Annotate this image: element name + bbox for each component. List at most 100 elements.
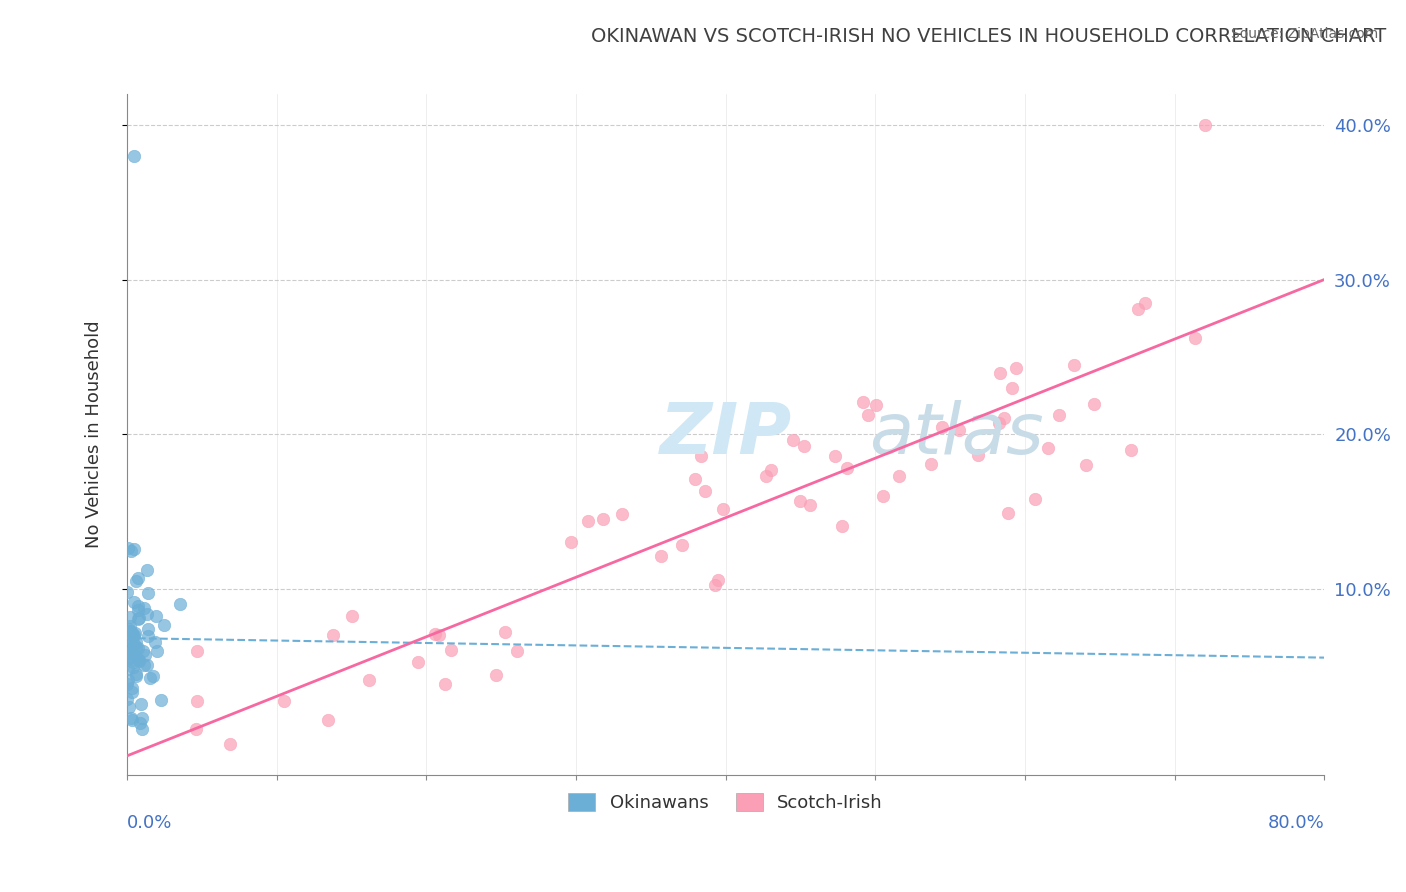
Point: [134, 648, 156, 662]
Point: [117, 642, 139, 657]
Point: [135, 658, 157, 673]
Point: [128, 652, 150, 666]
Point: [132, 601, 155, 615]
Point: [121, 629, 143, 643]
Point: [997, 506, 1019, 520]
Point: [128, 654, 150, 668]
Point: [122, 636, 145, 650]
Point: [131, 722, 153, 736]
Point: [115, 677, 138, 691]
Point: [118, 619, 141, 633]
Text: 80.0%: 80.0%: [1268, 814, 1324, 832]
Point: [142, 669, 165, 683]
Point: [136, 622, 159, 636]
Point: [118, 609, 141, 624]
Point: [121, 660, 143, 674]
Point: [835, 461, 858, 475]
Point: [425, 626, 447, 640]
Point: [433, 677, 456, 691]
Point: [127, 640, 149, 655]
Point: [122, 655, 145, 669]
Point: [316, 713, 339, 727]
Point: [1194, 118, 1216, 132]
Point: [131, 711, 153, 725]
Point: [117, 541, 139, 556]
Point: [793, 439, 815, 453]
Point: [1184, 331, 1206, 345]
Point: [576, 514, 599, 528]
Point: [824, 449, 846, 463]
Text: 0.0%: 0.0%: [127, 814, 173, 832]
Point: [129, 698, 152, 712]
Point: [966, 449, 988, 463]
Point: [139, 671, 162, 685]
Point: [693, 483, 716, 498]
Point: [117, 662, 139, 676]
Point: [152, 618, 174, 632]
Text: Source: ZipAtlas.com: Source: ZipAtlas.com: [1230, 27, 1378, 41]
Point: [127, 599, 149, 613]
Point: [219, 738, 242, 752]
Point: [117, 673, 139, 687]
Point: [169, 597, 191, 611]
Point: [406, 655, 429, 669]
Point: [127, 571, 149, 585]
Point: [127, 612, 149, 626]
Point: [136, 586, 159, 600]
Point: [136, 629, 159, 643]
Point: [150, 693, 173, 707]
Point: [1004, 361, 1026, 376]
Point: [920, 457, 942, 471]
Point: [125, 634, 148, 648]
Point: [1024, 491, 1046, 506]
Point: [831, 518, 853, 533]
Point: [755, 469, 778, 483]
Point: [889, 469, 911, 483]
Point: [186, 694, 208, 708]
Point: [485, 668, 508, 682]
Point: [122, 628, 145, 642]
Point: [124, 667, 146, 681]
Point: [439, 643, 461, 657]
Point: [322, 628, 344, 642]
Point: [118, 622, 141, 636]
Point: [125, 640, 148, 654]
Point: [1001, 381, 1024, 395]
Point: [124, 625, 146, 640]
Point: [993, 411, 1015, 425]
Point: [1133, 295, 1156, 310]
Point: [136, 563, 159, 577]
Point: [865, 398, 887, 412]
Point: [592, 512, 614, 526]
Point: [115, 691, 138, 706]
Point: [1126, 301, 1149, 316]
Point: [650, 549, 672, 563]
Point: [683, 472, 706, 486]
Point: [342, 609, 364, 624]
Point: [121, 713, 143, 727]
Point: [856, 408, 879, 422]
Point: [494, 625, 516, 640]
Point: [872, 489, 894, 503]
Point: [1119, 442, 1142, 457]
Point: [120, 625, 142, 640]
Point: [988, 367, 1011, 381]
Point: [121, 626, 143, 640]
Point: [852, 395, 875, 409]
Point: [948, 423, 970, 437]
Point: [120, 544, 142, 558]
Point: [1038, 441, 1060, 455]
Point: [145, 609, 167, 624]
Point: [124, 669, 146, 683]
Text: atlas: atlas: [869, 400, 1045, 469]
Point: [127, 603, 149, 617]
Point: [125, 574, 148, 588]
Point: [122, 542, 145, 557]
Point: [143, 634, 166, 648]
Point: [132, 644, 155, 658]
Point: [146, 644, 169, 658]
Point: [789, 493, 811, 508]
Text: ZIP: ZIP: [659, 400, 792, 469]
Point: [799, 498, 821, 512]
Point: [118, 645, 141, 659]
